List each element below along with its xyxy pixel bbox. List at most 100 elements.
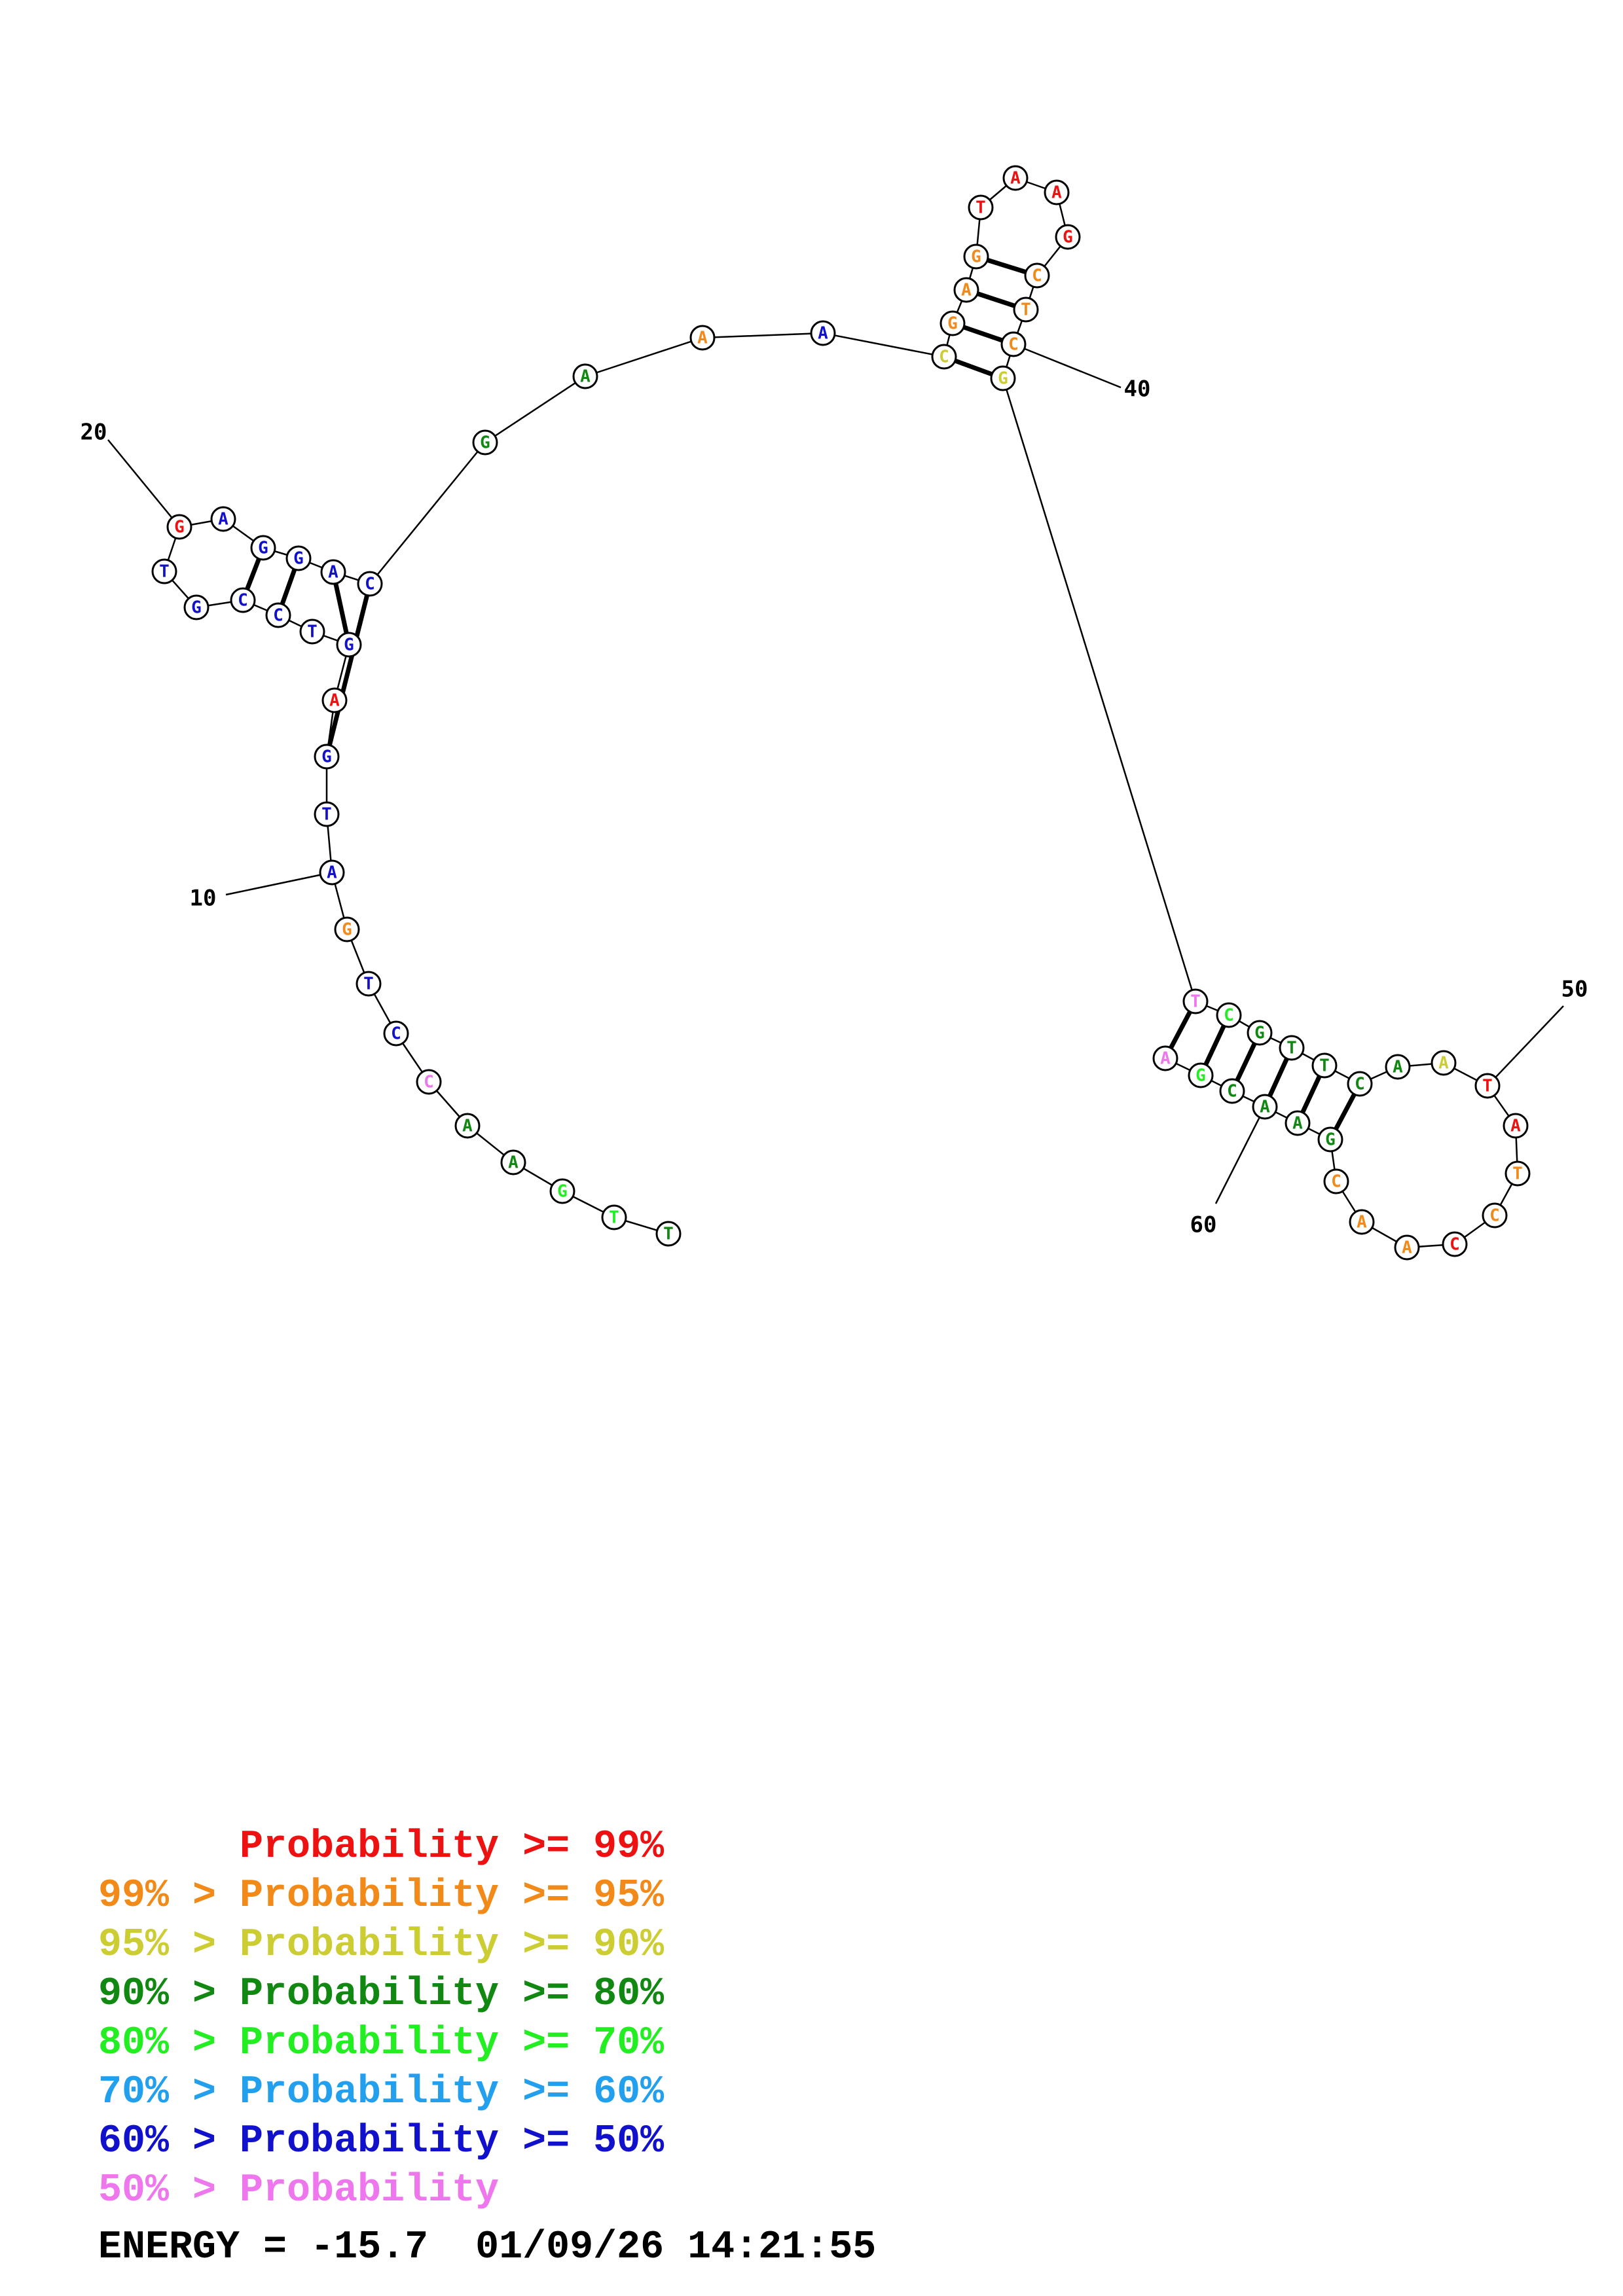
nucleotide: T bbox=[601, 1204, 627, 1230]
nucleotide: C bbox=[1482, 1202, 1508, 1229]
nucleotide: C bbox=[1024, 262, 1050, 289]
nucleotide-circle bbox=[285, 545, 312, 571]
nucleotide-letter: G bbox=[191, 598, 202, 618]
position-tick bbox=[1487, 1005, 1564, 1086]
nucleotide: G bbox=[1055, 224, 1081, 250]
nucleotide: T bbox=[1311, 1052, 1338, 1079]
backbone-segment bbox=[822, 332, 945, 358]
nucleotide-letter: T bbox=[976, 198, 986, 218]
nucleotide: A bbox=[810, 320, 836, 346]
nucleotide-circle bbox=[319, 859, 345, 886]
nucleotide: G bbox=[183, 594, 210, 620]
nucleotide-circle bbox=[689, 325, 716, 351]
nucleotide-circle bbox=[1247, 1020, 1273, 1046]
energy-label: ENERGY = bbox=[98, 2225, 311, 2270]
legend-label: Probability bbox=[240, 1923, 500, 1967]
nucleotide: T bbox=[1504, 1160, 1531, 1187]
legend-label: Probability bbox=[240, 2070, 500, 2115]
nucleotide: G bbox=[939, 310, 966, 336]
legend-row: 99% > Probability >= 95% bbox=[98, 1872, 664, 1921]
nucleotide-letter: C bbox=[1008, 335, 1019, 355]
position-label: 20 bbox=[81, 420, 107, 446]
nucleotide-circle bbox=[601, 1204, 627, 1230]
nucleotide-letter: G bbox=[480, 433, 490, 453]
nucleotide-letter: C bbox=[1227, 1082, 1237, 1102]
nucleotide-circle bbox=[1252, 1094, 1278, 1120]
nucleotide-letter: A bbox=[1260, 1098, 1270, 1117]
nucleotide: A bbox=[320, 559, 346, 585]
nucleotide-circle bbox=[210, 506, 236, 532]
energy-value: -15.7 bbox=[310, 2225, 429, 2270]
nucleotide-circle bbox=[953, 277, 979, 303]
legend-row: 70% > Probability >= 60% bbox=[98, 2068, 664, 2117]
nucleotide-letter: T bbox=[663, 1225, 674, 1244]
nucleotide-circle bbox=[314, 801, 340, 827]
nucleotide-circle bbox=[1000, 331, 1027, 357]
nucleotide-letter: G bbox=[1063, 228, 1073, 247]
legend-label: Probability bbox=[240, 2021, 500, 2066]
nucleotide: G bbox=[314, 744, 340, 770]
nucleotide: T bbox=[655, 1221, 682, 1247]
nucleotide: C bbox=[1219, 1078, 1245, 1104]
nucleotide-circle bbox=[356, 971, 382, 997]
position-tick bbox=[107, 439, 180, 528]
nucleotide-circle bbox=[939, 310, 966, 336]
nucleotide-circle bbox=[968, 194, 994, 221]
nucleotide-circle bbox=[1323, 1168, 1349, 1194]
nucleotide-circle bbox=[500, 1149, 526, 1175]
nucleotide: C bbox=[1323, 1168, 1349, 1194]
nucleotide: G bbox=[1317, 1126, 1343, 1153]
nucleotide-letter: A bbox=[1357, 1213, 1367, 1232]
legend-row: 95% > Probability >= 90% bbox=[98, 1921, 664, 1970]
legend-suffix: >= 95% bbox=[499, 1874, 665, 1918]
nucleotide-letter: G bbox=[947, 314, 958, 334]
energy-timestamp: 01/09/26 14:21:55 bbox=[475, 2225, 877, 2270]
nucleotide-letter: A bbox=[961, 281, 972, 300]
nucleotide-circle bbox=[183, 594, 210, 620]
nucleotide-letter: A bbox=[1510, 1117, 1521, 1136]
legend-row: 50% > Probability bbox=[98, 2166, 664, 2215]
nucleotide: G bbox=[250, 535, 276, 561]
nucleotide-circle bbox=[1394, 1234, 1420, 1261]
legend-label: Probability bbox=[240, 1972, 500, 2017]
nucleotide-letter: A bbox=[1393, 1058, 1403, 1077]
position-tick bbox=[225, 871, 333, 896]
nucleotide: G bbox=[990, 365, 1016, 391]
nucleotide: A bbox=[454, 1113, 481, 1139]
nucleotide-circle bbox=[151, 558, 177, 584]
nucleotide: C bbox=[1000, 331, 1027, 357]
backbone-segment bbox=[702, 332, 824, 339]
nucleotide-circle bbox=[655, 1221, 682, 1247]
nucleotide-circle bbox=[810, 320, 836, 346]
position-label: 50 bbox=[1561, 977, 1588, 1003]
nucleotide-letter: G bbox=[1325, 1130, 1336, 1150]
nucleotide: A bbox=[1252, 1094, 1278, 1120]
legend-prefix: 95% > bbox=[98, 1923, 240, 1967]
nucleotide: C bbox=[383, 1020, 409, 1047]
nucleotide-circle bbox=[250, 535, 276, 561]
nucleotide-letter: A bbox=[508, 1153, 519, 1173]
nucleotide-circle bbox=[572, 363, 598, 389]
nucleotide: A bbox=[689, 325, 716, 351]
nucleotide-letter: T bbox=[1021, 300, 1031, 320]
nucleotide: A bbox=[1002, 165, 1029, 191]
nucleotide: A bbox=[1385, 1054, 1411, 1080]
nucleotide-letter: G bbox=[344, 636, 354, 655]
nucleotide-letter: T bbox=[1319, 1056, 1330, 1076]
nucleotide-circle bbox=[1311, 1052, 1338, 1079]
position-label: 10 bbox=[190, 886, 217, 912]
legend-suffix: >= 50% bbox=[499, 2119, 665, 2164]
backbone-segment bbox=[585, 336, 703, 378]
backbone-segment bbox=[484, 375, 586, 444]
nucleotide-circle bbox=[1188, 1062, 1214, 1088]
nucleotide: C bbox=[1216, 1002, 1242, 1028]
nucleotide-circle bbox=[1349, 1209, 1375, 1235]
nucleotide: A bbox=[210, 506, 236, 532]
backbone-segment bbox=[369, 442, 486, 584]
nucleotide-circle bbox=[320, 559, 346, 585]
position-tick bbox=[1214, 1106, 1266, 1204]
nucleotide: G bbox=[285, 545, 312, 571]
nucleotide-letter: G bbox=[321, 747, 332, 767]
nucleotide-circle bbox=[166, 514, 192, 540]
